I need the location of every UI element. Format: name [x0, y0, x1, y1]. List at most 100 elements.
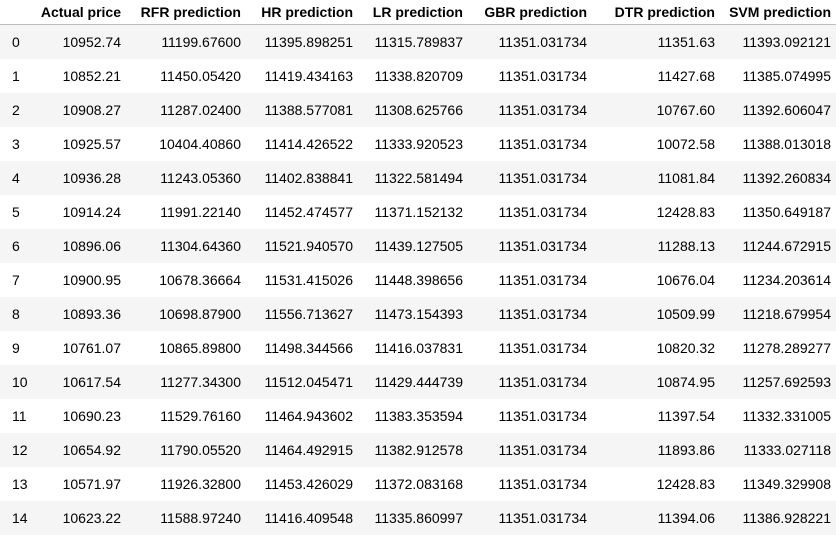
cell-dtr-prediction: 11394.06: [657, 510, 715, 526]
cell-hr-prediction: 11498.344566: [264, 340, 354, 356]
cell-dtr-prediction: 12428.83: [656, 476, 715, 492]
cell-lr-prediction: 11439.127505: [374, 238, 464, 254]
cell-svm-prediction: 11349.329908: [742, 476, 832, 492]
column-header-svm-prediction: SVM prediction: [720, 0, 836, 25]
cell-lr-prediction: 11333.920523: [374, 136, 464, 152]
table-row: 0 10952.74 11199.67600 11395.898251 11315.78…: [0, 24, 836, 59]
cell-svm-prediction: 11278.289277: [742, 340, 832, 356]
cell-rfr-prediction: 11926.32800: [160, 476, 241, 492]
cell-rfr-prediction: 11450.05420: [160, 68, 241, 84]
cell-lr-prediction: 11322.581494: [374, 170, 464, 186]
cell-dtr-prediction: 10072.58: [656, 136, 715, 152]
cell-actual-price: 10908.27: [62, 102, 121, 118]
cell-svm-prediction: 11244.672915: [742, 238, 832, 254]
cell-svm-prediction: 11350.649187: [742, 204, 832, 220]
cell-actual-price: 10952.74: [62, 34, 121, 50]
cell-lr-prediction: 11382.912578: [374, 442, 464, 458]
cell-hr-prediction: 11388.577081: [264, 102, 354, 118]
cell-lr-prediction: 11383.353594: [374, 408, 464, 424]
row-index: 1: [12, 68, 20, 84]
cell-hr-prediction: 11402.838841: [264, 170, 354, 186]
cell-gbr-prediction: 11351.031734: [498, 204, 588, 220]
cell-rfr-prediction: 11277.34300: [160, 374, 241, 390]
table-row: 5 10914.24 11991.22140 11452.474577 11371.15…: [0, 195, 836, 229]
cell-lr-prediction: 11335.860997: [374, 510, 464, 526]
cell-hr-prediction: 11453.426029: [264, 476, 354, 492]
cell-gbr-prediction: 11351.031734: [498, 272, 588, 288]
cell-svm-prediction: 11218.679954: [742, 306, 832, 322]
cell-hr-prediction: 11414.426522: [264, 136, 354, 152]
cell-actual-price: 10690.23: [62, 408, 121, 424]
cell-lr-prediction: 11429.444739: [374, 374, 464, 390]
cell-actual-price: 10925.57: [62, 136, 121, 152]
cell-hr-prediction: 11395.898251: [264, 34, 354, 50]
row-index: 2: [12, 102, 20, 118]
cell-gbr-prediction: 11351.031734: [498, 408, 588, 424]
cell-dtr-prediction: 10874.95: [656, 374, 715, 390]
row-index: 5: [12, 204, 20, 220]
cell-dtr-prediction: 11081.84: [657, 170, 715, 186]
cell-svm-prediction: 11385.074995: [742, 68, 832, 84]
table-row: 12 10654.92 11790.05520 11464.492915 11382.9…: [0, 433, 836, 467]
cell-actual-price: 10761.07: [62, 340, 121, 356]
column-header-rfr-prediction: RFR prediction: [126, 0, 246, 25]
row-index: 13: [12, 476, 28, 492]
cell-hr-prediction: 11419.434163: [264, 68, 354, 84]
row-index: 6: [12, 238, 20, 254]
cell-rfr-prediction: 11304.64360: [160, 238, 241, 254]
cell-rfr-prediction: 11588.97240: [160, 510, 241, 526]
cell-svm-prediction: 11388.013018: [742, 136, 832, 152]
cell-dtr-prediction: 11397.54: [657, 408, 715, 424]
cell-rfr-prediction: 10404.40860: [159, 136, 241, 152]
cell-hr-prediction: 11452.474577: [264, 204, 354, 220]
cell-rfr-prediction: 10678.36664: [159, 272, 241, 288]
table-row: 10 10617.54 11277.34300 11512.045471 11429.4…: [0, 365, 836, 399]
cell-actual-price: 10617.54: [62, 374, 121, 390]
table-row: 14 10623.22 11588.97240 11416.409548 11335.8…: [0, 501, 836, 535]
cell-svm-prediction: 11392.606047: [742, 102, 832, 118]
table-row: 11 10690.23 11529.76160 11464.943602 11383.3…: [0, 399, 836, 433]
cell-actual-price: 10623.22: [62, 510, 121, 526]
cell-gbr-prediction: 11351.031734: [498, 68, 588, 84]
row-index: 7: [12, 272, 20, 288]
cell-gbr-prediction: 11351.031734: [498, 136, 588, 152]
header-row: Actual price RFR prediction HR predictio…: [0, 0, 836, 25]
cell-lr-prediction: 11308.625766: [374, 102, 464, 118]
table-row: 1 10852.21 11450.05420 11419.434163 11338.82…: [0, 59, 836, 93]
row-index: 11: [12, 408, 27, 424]
cell-actual-price: 10852.21: [62, 68, 121, 84]
cell-svm-prediction: 11234.203614: [742, 272, 832, 288]
cell-actual-price: 10571.97: [62, 476, 121, 492]
table-row: 9 10761.07 10865.89800 11498.344566 11416.03…: [0, 331, 836, 365]
cell-actual-price: 10893.36: [62, 306, 121, 322]
cell-lr-prediction: 11338.820709: [374, 68, 464, 84]
cell-rfr-prediction: 11991.22140: [160, 204, 241, 220]
cell-hr-prediction: 11416.409548: [264, 510, 354, 526]
table-row: 6 10896.06 11304.64360 11521.940570 11439.12…: [0, 229, 836, 263]
column-header-lr-prediction: LR prediction: [358, 0, 468, 25]
cell-lr-prediction: 11372.083168: [374, 476, 464, 492]
cell-lr-prediction: 11371.152132: [374, 204, 464, 220]
cell-rfr-prediction: 10698.87900: [159, 306, 241, 322]
cell-rfr-prediction: 11790.05520: [160, 442, 241, 458]
row-index: 12: [12, 442, 28, 458]
table-row: 3 10925.57 10404.40860 11414.426522 11333.92…: [0, 127, 836, 161]
cell-gbr-prediction: 11351.031734: [498, 306, 588, 322]
row-index: 4: [12, 170, 20, 186]
table-row: 13 10571.97 11926.32800 11453.426029 11372.0…: [0, 467, 836, 501]
cell-hr-prediction: 11521.940570: [264, 238, 354, 254]
table-row: 2 10908.27 11287.02400 11388.577081 11308.62…: [0, 93, 836, 127]
index-header: [0, 0, 28, 25]
cell-hr-prediction: 11464.943602: [264, 408, 354, 424]
cell-dtr-prediction: 12428.83: [656, 204, 715, 220]
cell-svm-prediction: 11392.260834: [742, 170, 832, 186]
table-header: Actual price RFR prediction HR predictio…: [0, 0, 836, 25]
cell-svm-prediction: 11393.092121: [742, 34, 832, 50]
column-header-gbr-prediction: GBR prediction: [468, 0, 592, 25]
cell-gbr-prediction: 11351.031734: [498, 374, 588, 390]
cell-rfr-prediction: 10865.89800: [159, 340, 241, 356]
cell-actual-price: 10900.95: [62, 272, 121, 288]
row-index: 9: [12, 340, 20, 356]
cell-hr-prediction: 11512.045471: [264, 374, 354, 390]
